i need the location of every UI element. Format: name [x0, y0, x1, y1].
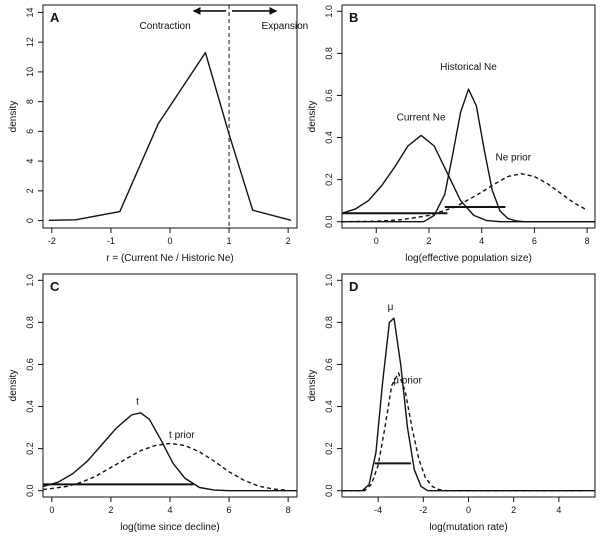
- y-tick-label: 8: [25, 99, 35, 104]
- y-tick-label: 0.0: [25, 484, 35, 497]
- y-tick-label: 0.0: [324, 484, 334, 497]
- x-tick-label: 6: [227, 505, 232, 515]
- annotation: t: [136, 396, 139, 407]
- y-tick-label: 0.4: [324, 131, 334, 144]
- series-ne-prior: [341, 172, 588, 223]
- panel-label: C: [50, 279, 60, 294]
- series-t-prior: [42, 442, 289, 491]
- annotation: Contraction: [140, 21, 191, 32]
- y-axis-label: density: [307, 101, 318, 133]
- annotation: Current Ne: [397, 113, 446, 124]
- y-tick-label: 0.6: [324, 358, 334, 371]
- y-tick-label: 0.8: [324, 47, 334, 60]
- y-axis-label: density: [8, 101, 19, 133]
- x-tick-label: 4: [167, 505, 172, 515]
- annotation: t prior: [169, 430, 195, 441]
- panel-c: C 0 2 4 6 8 0.0 0.2 0.4 0.6 0.8 1.0 log(time since d…: [8, 273, 298, 533]
- y-tick-label: 0.4: [324, 400, 334, 413]
- x-tick-label: 4: [479, 236, 484, 246]
- panel-label: A: [50, 10, 60, 25]
- y-tick-label: 0.8: [25, 316, 35, 329]
- y-axis-label: density: [307, 370, 318, 402]
- x-tick-label: 0: [49, 505, 54, 515]
- plot-frame: [42, 4, 298, 229]
- annotation: μ: [388, 302, 394, 313]
- x-tick-label: 0: [466, 505, 471, 515]
- series-μ-prior: [342, 372, 582, 492]
- series-μ: [342, 317, 595, 492]
- x-tick-label: 1: [227, 236, 232, 246]
- plot-frame: [42, 273, 298, 498]
- series-t: [42, 412, 297, 492]
- x-tick-label: -2: [419, 505, 427, 515]
- y-tick-label: 0.4: [25, 400, 35, 413]
- y-tick-label: 2: [25, 188, 35, 193]
- x-axis-label: log(mutation rate): [429, 522, 507, 533]
- x-tick-label: 2: [511, 505, 516, 515]
- x-tick-label: 6: [532, 236, 537, 246]
- y-tick-label: 0.8: [324, 316, 334, 329]
- x-tick-label: 2: [286, 236, 291, 246]
- y-tick-label: 1.0: [324, 274, 334, 287]
- y-tick-label: 1.0: [25, 274, 35, 287]
- y-tick-label: 4: [25, 159, 35, 164]
- x-axis-label: log(effective population size): [405, 253, 532, 264]
- annotation: μ prior: [393, 375, 422, 386]
- density-curve: [48, 51, 292, 221]
- y-tick-label: 0.2: [25, 442, 35, 455]
- x-axis-label: r = (Current Ne / Historic Ne): [106, 253, 234, 264]
- x-tick-label: 0: [374, 236, 379, 246]
- y-tick-label: 14: [25, 7, 35, 17]
- x-tick-label: -4: [374, 505, 382, 515]
- y-tick-label: 0.0: [324, 215, 334, 228]
- x-tick-label: 2: [108, 505, 113, 515]
- y-tick-label: 0: [25, 218, 35, 223]
- x-tick-label: 8: [585, 236, 590, 246]
- plot-frame: [341, 4, 596, 229]
- y-tick-label: 0.6: [25, 358, 35, 371]
- y-tick-label: 12: [25, 37, 35, 47]
- panel-label: B: [349, 10, 358, 25]
- y-tick-label: 1.0: [324, 5, 334, 18]
- y-axis-label: density: [8, 370, 19, 402]
- panel-label: D: [349, 279, 358, 294]
- series-historical-ne: [342, 88, 595, 223]
- annotation: Historical Ne: [440, 62, 497, 73]
- y-tick-label: 0.2: [324, 173, 334, 186]
- y-tick-label: 10: [25, 67, 35, 77]
- y-tick-label: 0.2: [324, 442, 334, 455]
- annotation: Expansion: [262, 21, 309, 32]
- y-tick-label: 6: [25, 129, 35, 134]
- x-tick-label: 2: [426, 236, 431, 246]
- annotation: Ne prior: [496, 153, 532, 164]
- x-tick-label: -1: [107, 236, 115, 246]
- panel-d: D -4 -2 0 2 4 0.0 0.2 0.4 0.6 0.8 1.0 log(mutation r…: [307, 273, 596, 533]
- x-axis-label: log(time since decline): [120, 522, 220, 533]
- x-tick-label: 8: [286, 505, 291, 515]
- x-tick-label: 4: [556, 505, 561, 515]
- x-tick-label: -2: [48, 236, 56, 246]
- series-current-ne: [341, 134, 595, 223]
- x-tick-label: 0: [167, 236, 172, 246]
- y-tick-label: 0.6: [324, 89, 334, 102]
- panel-b: B 0 2 4 6 8 0.0 0.2 0.4 0.6 0.8 1.0 log(effective po…: [307, 4, 596, 264]
